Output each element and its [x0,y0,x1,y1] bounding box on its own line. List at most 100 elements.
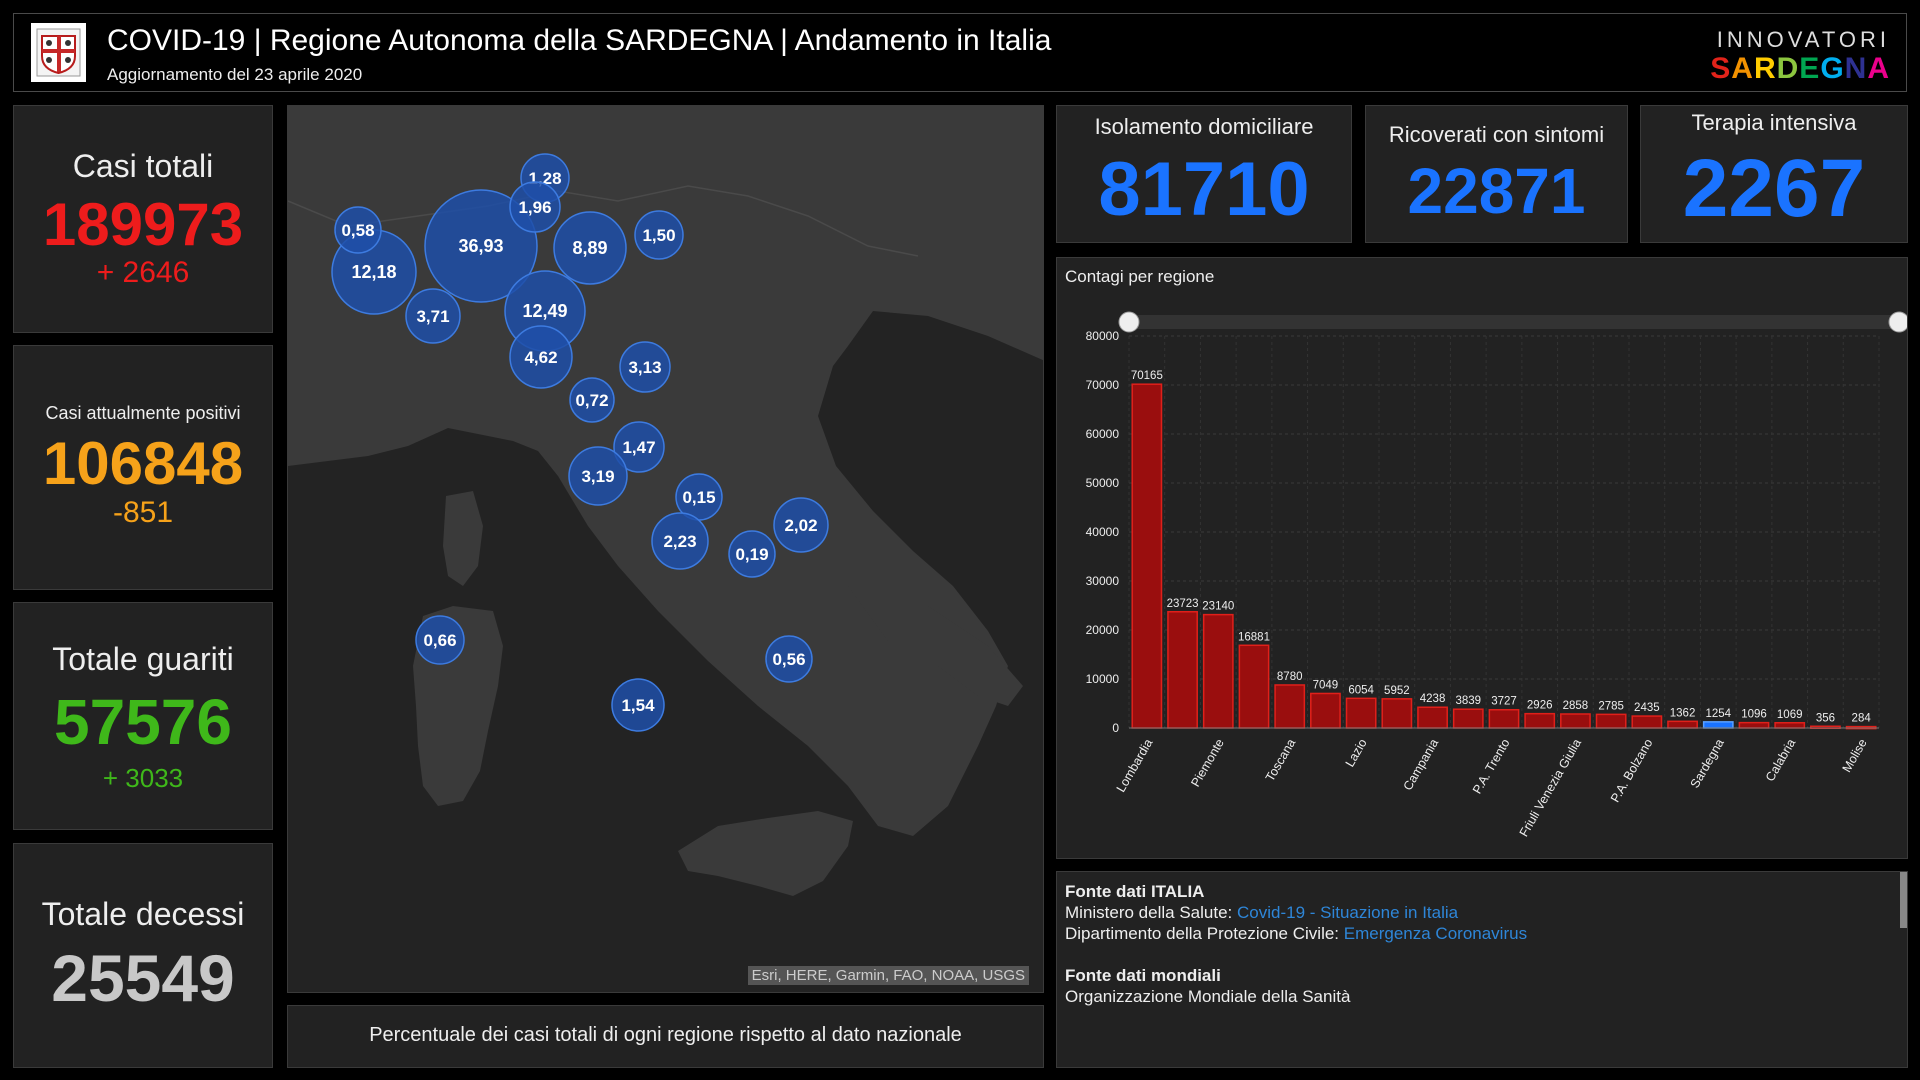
guariti-label: Totale guariti [52,641,234,677]
header-bar: COVID-19 | Regione Autonoma della SARDEG… [13,13,1907,92]
map-bubble-label: 2,23 [663,532,696,551]
bar[interactable] [1595,713,1627,729]
bar[interactable] [1774,722,1806,729]
map-bubble[interactable] [553,211,627,285]
map-bubble[interactable] [415,615,465,665]
decessi-value: 25549 [51,941,235,1015]
map-bubble[interactable] [509,325,573,389]
bar[interactable] [1345,697,1377,729]
chart-title: Contagi per regione [1065,267,1215,286]
bar[interactable] [1488,708,1520,729]
positivi-delta: -851 [112,496,174,529]
map-bubble[interactable] [765,635,813,683]
guariti-delta: + 3033 [102,763,184,793]
x-tick-label: Lazio [1343,736,1370,769]
map-bubble[interactable] [334,206,382,254]
guariti-value: 57576 [54,686,232,758]
map-bubble[interactable] [405,288,461,344]
ricoverati-value: 22871 [1407,155,1586,227]
positivi-label: Casi attualmente positivi [45,403,241,423]
ministero-link[interactable]: Covid-19 - Situazione in Italia [1237,903,1459,922]
map-bubble-label: 3,13 [628,358,661,377]
x-tick-label: P.A. Trento [1470,736,1513,796]
y-tick-label: 20000 [1086,623,1120,637]
bar[interactable] [1452,708,1484,729]
map-bubble[interactable] [728,530,776,578]
map-canvas[interactable]: 36,9312,180,583,711,281,968,891,5012,494… [288,106,1044,993]
bar-value-label: 2926 [1527,700,1553,712]
y-tick-label: 60000 [1086,427,1120,441]
protezione-link[interactable]: Emergenza Coronavirus [1343,924,1528,943]
guariti-card: Totale guariti 57576 + 3033 [13,602,273,830]
map-bubble-label: 0,19 [735,545,768,564]
italy-map[interactable]: 36,93 12,18 0,58 3,71 1,28 1,96 8,89 1,50 12,49 4… [287,105,1044,993]
bar[interactable] [1560,713,1591,729]
map-bubble-label: 1,47 [622,438,655,457]
sources-panel: Fonte dati ITALIA Ministero della Salute… [1056,871,1908,1068]
map-bubble[interactable] [568,446,628,506]
range-slider-left-handle[interactable] [1118,311,1140,333]
bar[interactable] [1167,611,1198,729]
map-bubble[interactable] [651,512,709,570]
map-bubble[interactable] [773,497,829,553]
map-bubble-label: 0,58 [341,221,374,240]
sources-scrollbar[interactable] [1900,872,1907,928]
bar[interactable] [1631,715,1663,729]
map-bubble[interactable] [619,341,671,393]
y-tick-label: 0 [1112,721,1119,735]
map-bubble-label: 0,56 [772,650,805,669]
bar[interactable] [1202,613,1234,729]
protezione-label: Dipartimento della Protezione Civile: [1065,924,1340,943]
map-bubble[interactable] [634,210,684,260]
terapia-card: Terapia intensiva 2267 [1640,105,1908,243]
bar-value-label: 6054 [1348,684,1374,696]
terapia-label: Terapia intensiva [1691,110,1857,135]
map-bubble[interactable] [424,189,538,303]
map-bubble[interactable] [509,181,561,233]
ministero-line: Ministero della Salute: Covid-19 - Situa… [1065,903,1458,923]
range-slider-right-handle[interactable] [1888,311,1907,333]
bar[interactable] [1738,721,1770,729]
bar-value-label: 3727 [1491,696,1517,708]
map-bubble[interactable] [613,421,665,473]
decessi-label: Totale decessi [41,896,245,932]
bar[interactable] [1238,644,1270,729]
y-tick-label: 70000 [1086,378,1120,392]
page-title: COVID-19 | Regione Autonoma della SARDEG… [107,24,1052,57]
bar[interactable] [1667,720,1698,729]
map-bubbles[interactable]: 36,9312,180,583,711,281,968,891,5012,494… [331,153,829,732]
fonte-italia-title: Fonte dati ITALIA [1065,882,1205,901]
bar[interactable] [1524,712,1556,729]
bar[interactable] [1417,706,1448,729]
bar-value-label: 284 [1852,713,1872,725]
map-bubble-label: 1,50 [642,226,675,245]
bar[interactable] [1381,698,1413,729]
bar[interactable] [1274,684,1306,729]
map-bubble-label: 0,72 [575,391,608,410]
bar-value-label: 4238 [1420,693,1446,705]
map-bubble[interactable] [569,377,615,423]
map-bubble-label: 12,18 [351,262,396,282]
map-bubble-label: 12,49 [522,301,567,321]
brand-innovatori: INNOVATORI [1716,27,1890,52]
bar[interactable] [1310,692,1341,729]
decessi-card: Totale decessi 25549 [13,843,273,1068]
map-bubble[interactable] [611,678,665,732]
x-tick-label: Molise [1840,736,1870,774]
y-tick-label: 80000 [1086,329,1120,343]
bar[interactable] [1131,383,1163,729]
y-tick-label: 50000 [1086,476,1120,490]
bar-value-label: 8780 [1277,671,1303,683]
bar-value-label: 1069 [1777,709,1803,721]
bar-value-label: 23723 [1167,598,1199,610]
bar[interactable] [1702,721,1734,729]
casi-totali-label: Casi totali [72,148,214,184]
positivi-card: Casi attualmente positivi 106848 -851 [13,345,273,590]
bar-chart[interactable]: 0 10000 20000 30000 40000 50000 60000 70000 8000… [1057,258,1907,858]
protezione-line: Dipartimento della Protezione Civile: Em… [1065,924,1527,944]
update-date: Aggiornamento del 23 aprile 2020 [107,65,363,84]
range-slider-track[interactable] [1129,315,1899,329]
brand-sardegna: SARDEGNA [1710,52,1890,85]
fonte-mondiali-title: Fonte dati mondiali [1065,966,1221,985]
bar-value-label: 70165 [1131,370,1163,382]
